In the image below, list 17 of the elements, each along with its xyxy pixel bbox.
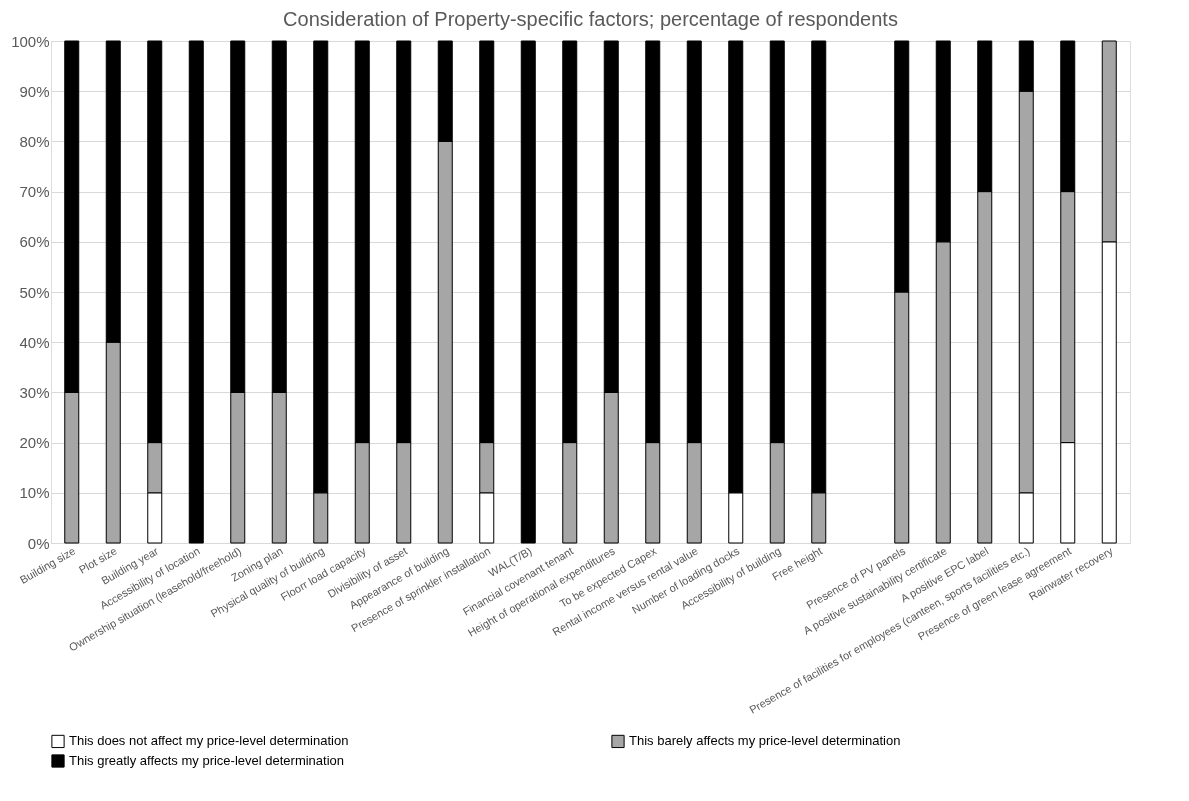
legend-label: This barely affects my price-level determination: [629, 733, 901, 749]
chart-title: Consideration of Property-specific factors; percentage of respondents: [283, 8, 898, 30]
y-tick-label: 100%: [11, 32, 50, 50]
y-tick-label: 20%: [19, 434, 50, 452]
y-tick-label: 90%: [19, 82, 50, 100]
bar: [188, 40, 204, 544]
y-tick-label: 70%: [19, 183, 50, 201]
y-tick-label: 50%: [19, 283, 50, 301]
bar: [520, 40, 536, 544]
legend-label: This does not affect my price-level determination: [69, 733, 349, 749]
y-tick-label: 0%: [27, 534, 50, 552]
legend-label: This greatly affects my price-level determination: [69, 753, 345, 768]
y-tick-label: 30%: [19, 383, 50, 401]
y-tick-label: 10%: [19, 484, 50, 502]
y-tick-label: 80%: [19, 132, 50, 150]
y-tick-label: 40%: [19, 333, 50, 351]
y-tick-label: 60%: [19, 233, 50, 251]
